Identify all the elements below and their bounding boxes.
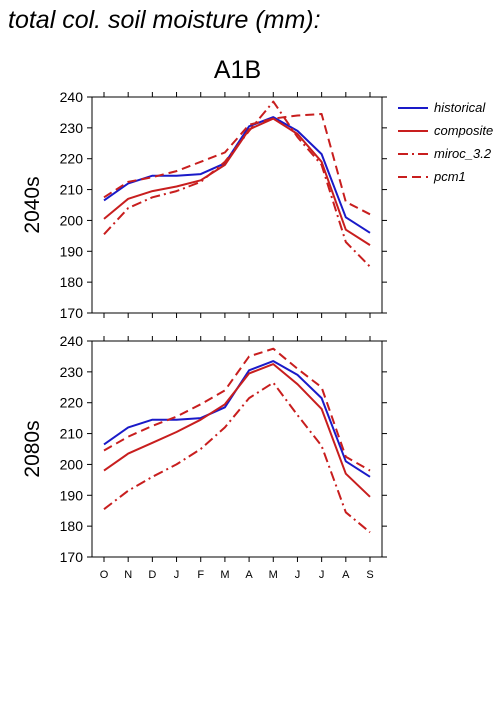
- legend-swatch: [398, 129, 428, 132]
- legend-item-pcm1: pcm1: [398, 165, 493, 188]
- y-tick-label: 220: [60, 395, 84, 411]
- series-line-composite: [103, 117, 371, 246]
- y-tick-label: 210: [60, 182, 84, 198]
- legend-label: composite: [434, 123, 494, 138]
- y-tick-label: 210: [60, 426, 84, 442]
- legend-label: miroc_3.2: [434, 146, 492, 161]
- x-tick-label: A: [342, 569, 350, 581]
- scenario-title: A1B: [213, 56, 262, 84]
- y-tick-label: 230: [60, 120, 84, 136]
- x-tick-label: F: [197, 569, 204, 581]
- legend-label: historical: [434, 100, 486, 115]
- y-tick-label: 190: [60, 243, 84, 259]
- x-tick-label: J: [319, 569, 325, 581]
- y-tick-label: 180: [60, 518, 84, 534]
- series-line-miroc-3-2: [103, 100, 371, 268]
- legend-swatch: [398, 175, 428, 178]
- series-line-pcm1: [103, 347, 371, 472]
- x-tick-label: J: [174, 569, 180, 581]
- panel-label: 2040s: [21, 176, 44, 233]
- x-tick-label: D: [148, 569, 156, 581]
- y-tick-label: 190: [60, 487, 84, 503]
- y-tick-label: 240: [60, 89, 84, 105]
- x-tick-label: N: [124, 569, 132, 581]
- x-tick-label: M: [220, 569, 229, 581]
- legend-swatch: [398, 152, 428, 155]
- y-tick-label: 170: [60, 549, 84, 565]
- plot-frame: [91, 340, 383, 558]
- panel-label: 2080s: [21, 420, 44, 477]
- series-line-historical: [103, 116, 371, 234]
- series-line-composite: [103, 363, 371, 498]
- y-tick-label: 200: [60, 212, 84, 228]
- y-tick-label: 230: [60, 364, 84, 380]
- legend-item-miroc: miroc_3.2: [398, 142, 493, 165]
- x-tick-label: A: [245, 569, 253, 581]
- y-tick-label: 240: [60, 333, 84, 349]
- y-tick-label: 200: [60, 456, 84, 472]
- y-tick-label: 170: [60, 305, 84, 321]
- legend-swatch: [398, 106, 428, 109]
- series-line-historical: [103, 360, 371, 478]
- plot-frame: [91, 96, 383, 314]
- x-tick-label: O: [100, 569, 109, 581]
- x-tick-label: M: [269, 569, 278, 581]
- x-tick-label: S: [366, 569, 373, 581]
- legend: historical composite miroc_3.2 pcm1: [398, 96, 493, 188]
- series-line-miroc-3-2: [103, 381, 371, 534]
- legend-label: pcm1: [434, 169, 466, 184]
- x-tick-label: J: [295, 569, 301, 581]
- legend-item-historical: historical: [398, 96, 493, 119]
- page-title: total col. soil moisture (mm):: [8, 6, 321, 34]
- legend-item-composite: composite: [398, 119, 493, 142]
- y-tick-label: 220: [60, 151, 84, 167]
- y-tick-label: 180: [60, 274, 84, 290]
- series-line-pcm1: [103, 113, 371, 216]
